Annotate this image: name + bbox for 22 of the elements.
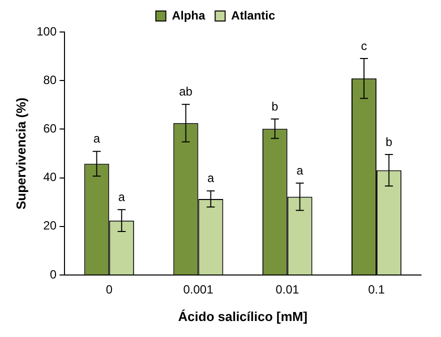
annotation: b [386, 134, 393, 149]
x-axis-title: Ácido salicílico [mM] [178, 308, 308, 324]
annotation: a [207, 171, 214, 186]
legend-label: Alpha [172, 8, 206, 22]
annotation: a [296, 163, 304, 178]
annotation: ab [179, 84, 193, 99]
annotation: b [272, 99, 279, 114]
y-axis-title: Supervivencia (%) [13, 98, 28, 210]
y-tick-label: 60 [43, 122, 57, 136]
x-tick-label: 0.001 [183, 282, 214, 297]
annotation: a [93, 132, 100, 146]
y-tick-label: 100 [36, 24, 57, 38]
x-tick-label: 0.1 [368, 282, 386, 297]
annotation: a [118, 190, 126, 204]
y-tick-label: 20 [43, 218, 57, 233]
y-tick-label: 40 [43, 170, 57, 184]
legend-label: Atlantic [231, 8, 276, 22]
x-tick-label: 0 [106, 282, 113, 297]
x-tick-label: 0.01 [276, 282, 300, 297]
annotation: c [360, 38, 367, 53]
y-tick-label: 80 [43, 72, 57, 87]
y-tick-label: 0 [50, 267, 57, 282]
